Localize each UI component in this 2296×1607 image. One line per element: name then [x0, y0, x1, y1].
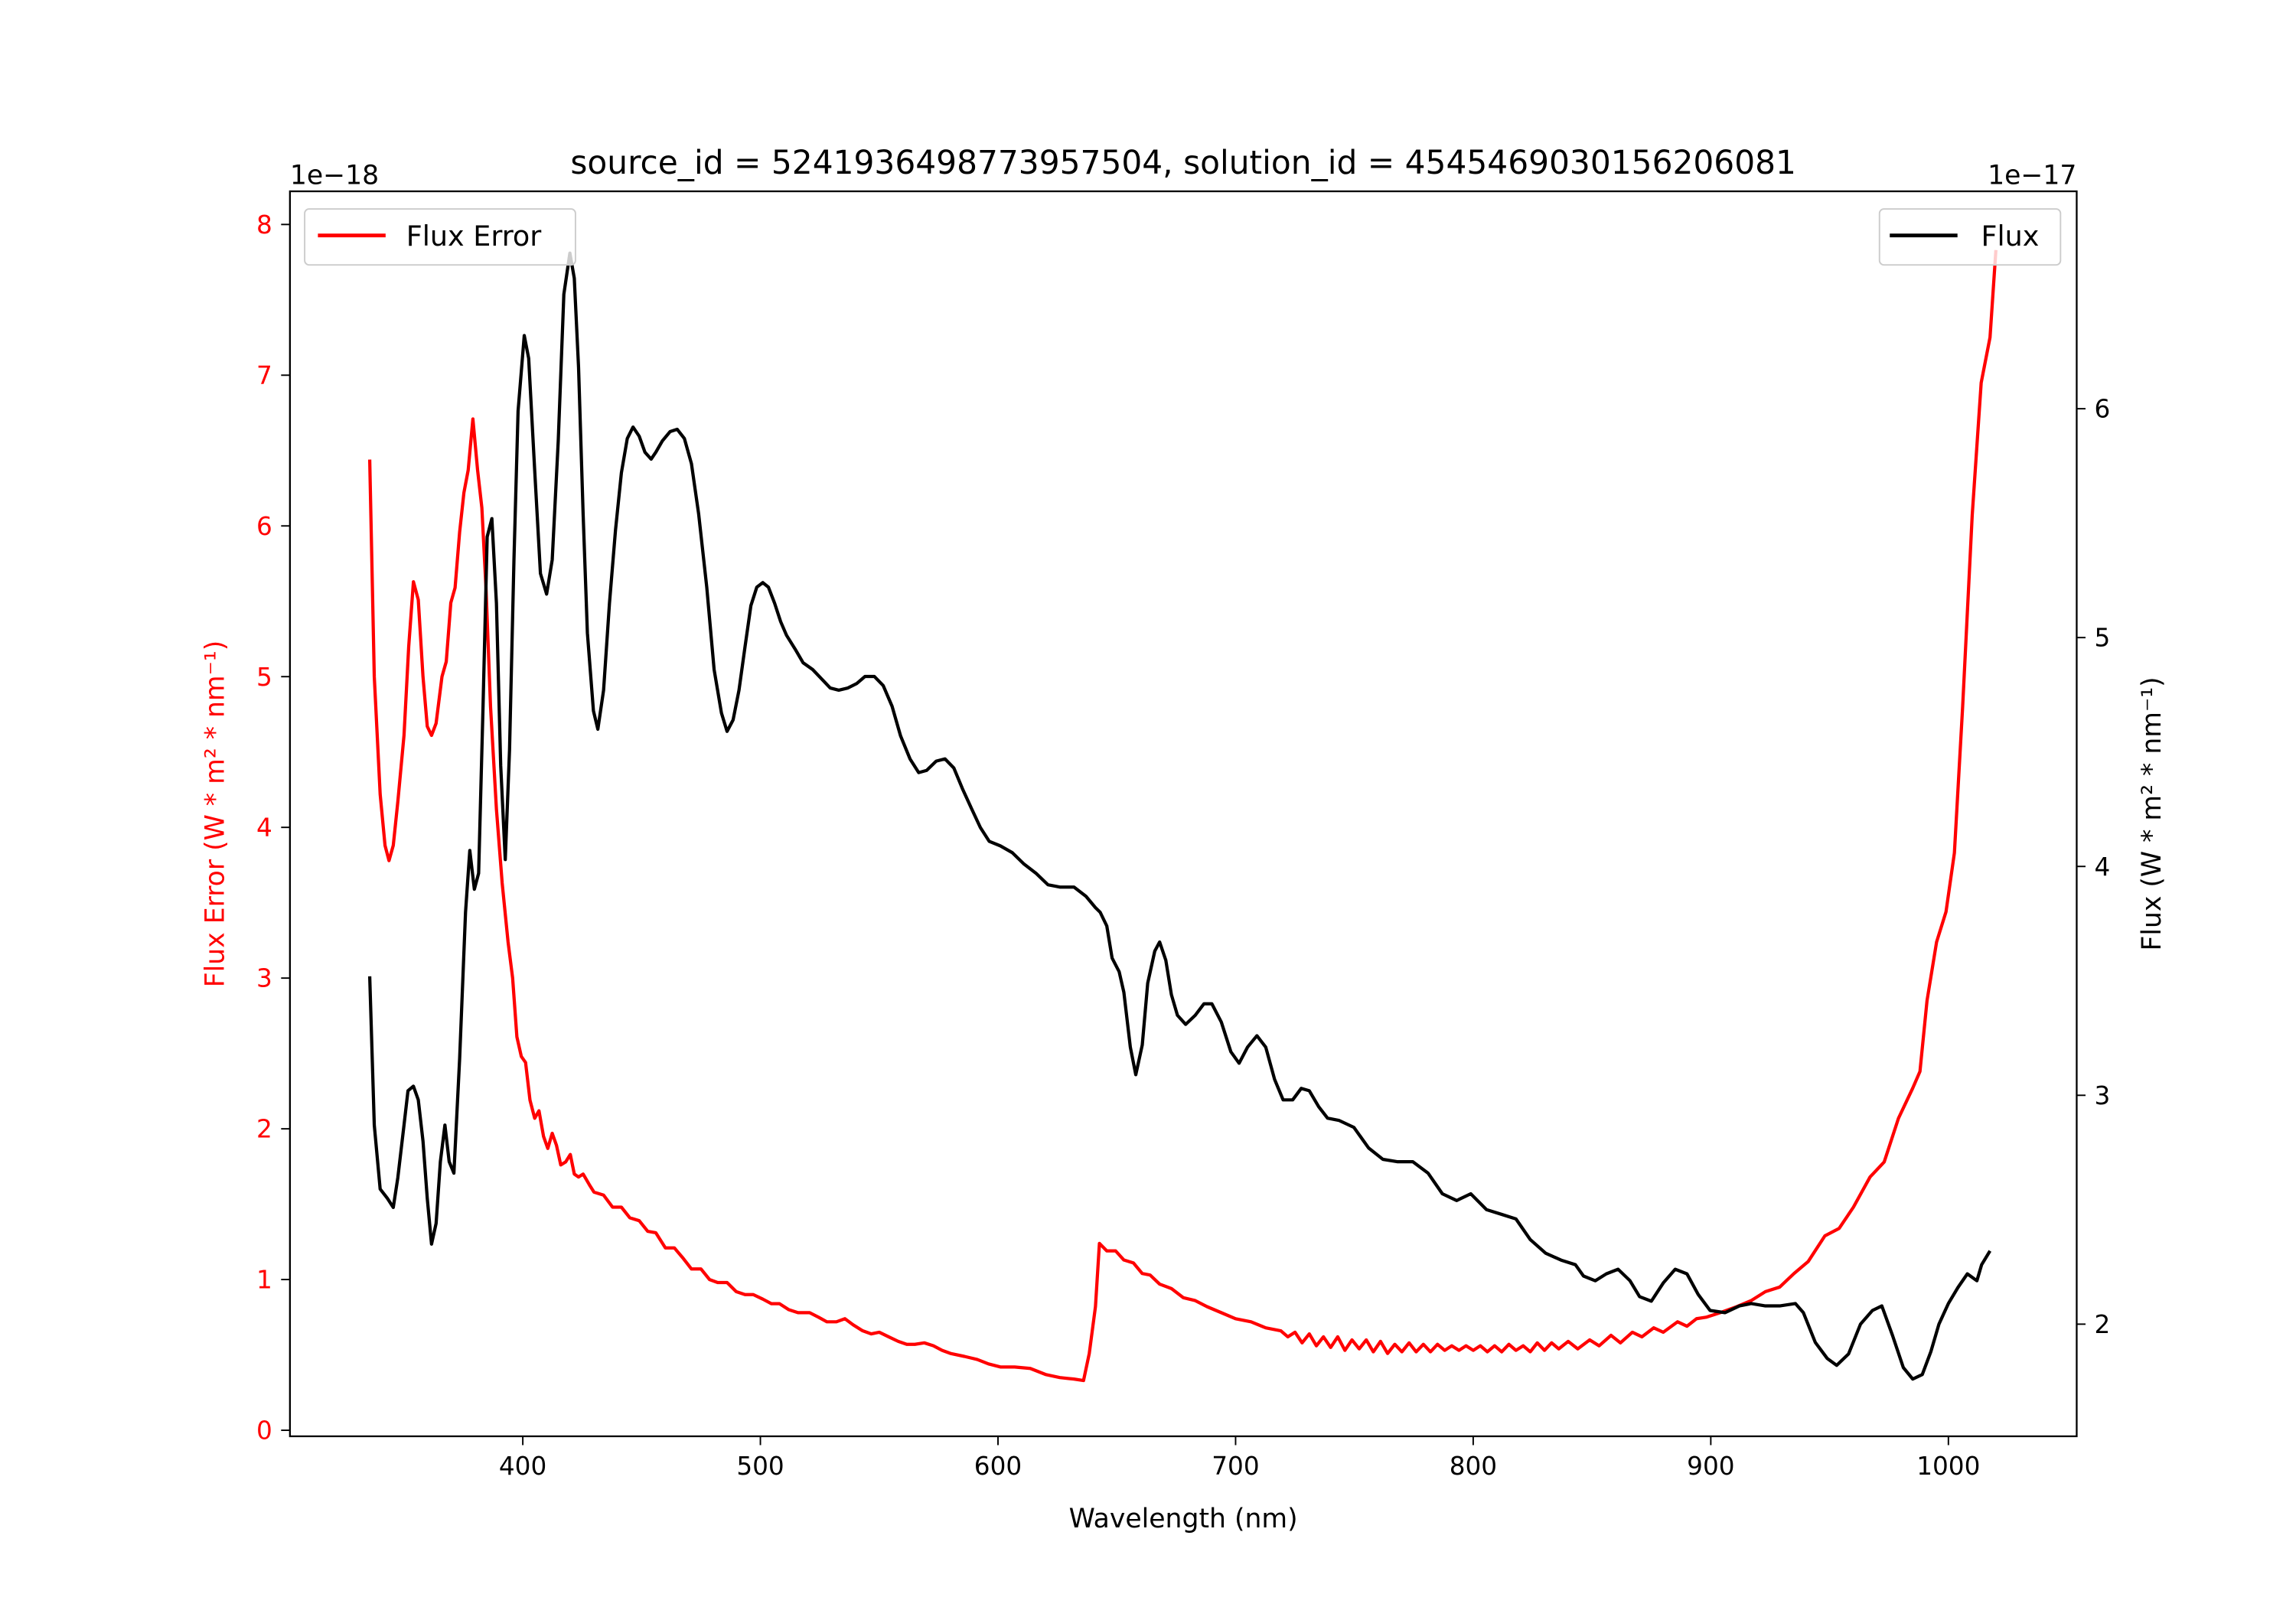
plot-frame	[289, 190, 2078, 1438]
legend-box	[304, 208, 576, 266]
right-y-tick-label: 3	[2095, 1081, 2111, 1110]
x-tick-label: 800	[1450, 1452, 1497, 1481]
legend-label-flux: Flux	[1981, 220, 2039, 253]
legend-flux-error: Flux Error	[304, 208, 576, 266]
x-tick-label: 600	[974, 1452, 1022, 1481]
right-y-tick-label: 5	[2095, 624, 2111, 653]
left-y-tick-label: 2	[256, 1115, 272, 1144]
left-y-tick-label: 8	[256, 210, 272, 240]
x-tick-label: 400	[499, 1452, 546, 1481]
left-y-tick-label: 0	[256, 1416, 272, 1446]
right-y-tick-label: 2	[2095, 1310, 2111, 1339]
left-offset-label: 1e−18	[290, 160, 379, 191]
tick-layer: 400 500 600 700 800 900 1000 0 1 2 3 4 5 6 7 8 2 3 4 5 6	[256, 210, 2110, 1481]
series-layer	[367, 249, 1998, 1383]
right-y-tick-label: 6	[2095, 395, 2111, 424]
right-offset-label: 1e−17	[1988, 160, 2076, 191]
left-y-tick-label: 3	[256, 964, 272, 993]
x-tick-label: 900	[1687, 1452, 1734, 1481]
left-y-tick-label: 7	[256, 361, 272, 390]
left-y-tick-label: 1	[256, 1266, 272, 1295]
legend-flux: Flux	[1878, 208, 2062, 266]
series-line-flux-error	[367, 249, 1998, 1383]
legend-label-flux-error: Flux Error	[406, 220, 543, 253]
x-axis-label: Wavelength (nm)	[1069, 1504, 1298, 1534]
chart-title: source_id = 5241936498773957504, solutio…	[570, 144, 1796, 181]
x-tick-label: 500	[736, 1452, 784, 1481]
left-y-axis-label: Flux Error (W * m² * nm⁻¹)	[200, 641, 230, 988]
x-tick-label: 1000	[1916, 1452, 1980, 1481]
right-y-tick-label: 4	[2095, 852, 2111, 882]
legend-box	[1878, 208, 2062, 266]
right-y-axis-label: Flux (W * m² * nm⁻¹)	[2137, 676, 2167, 950]
left-y-tick-label: 6	[256, 512, 272, 541]
series-line-flux	[367, 251, 1992, 1381]
x-tick-label: 700	[1212, 1452, 1259, 1481]
left-y-tick-label: 4	[256, 813, 272, 843]
left-y-tick-label: 5	[256, 663, 272, 692]
